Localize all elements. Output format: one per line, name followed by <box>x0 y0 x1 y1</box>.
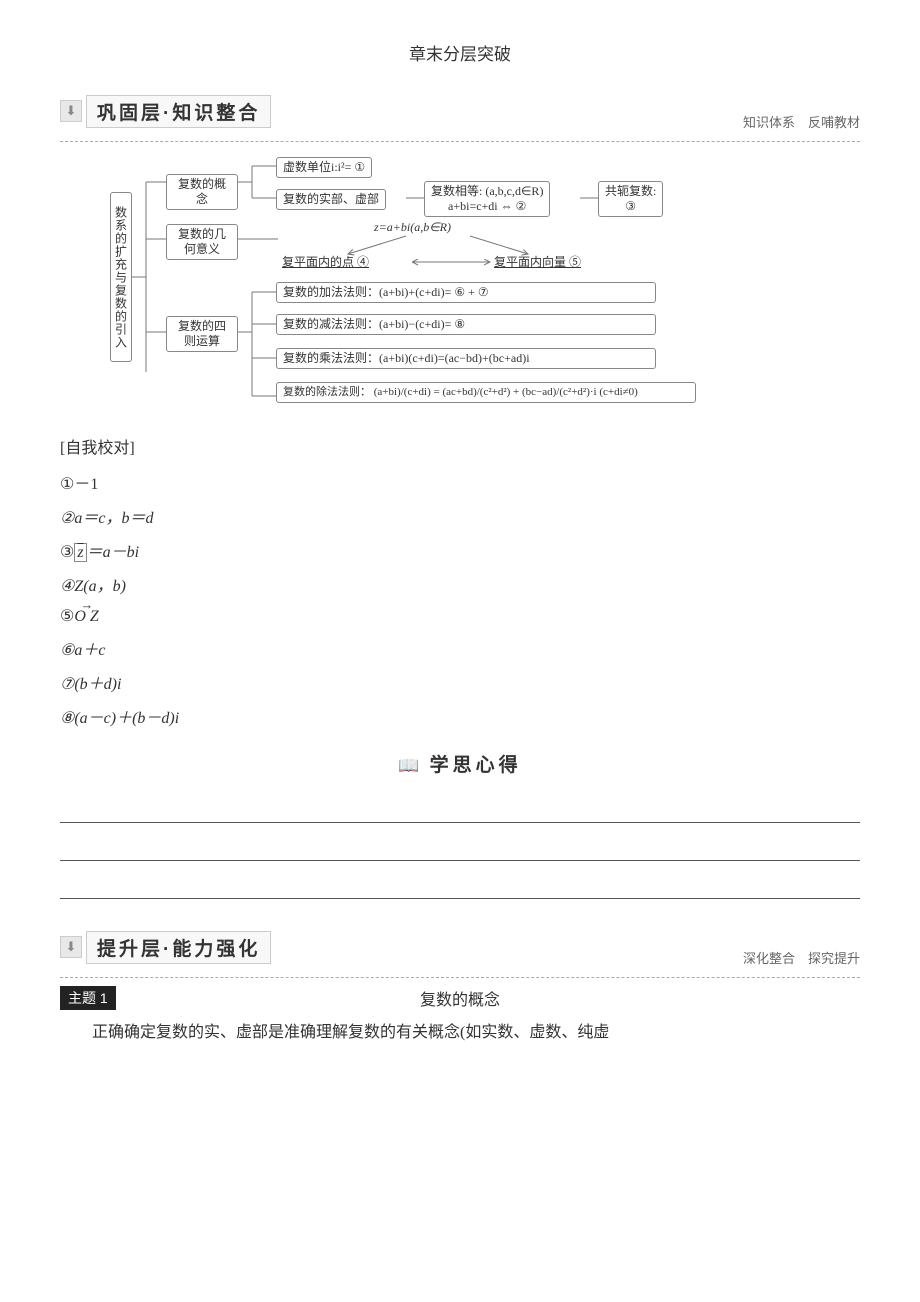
write-line-2 <box>60 831 860 861</box>
concept-diagram: 数系的扩充与复数的引入 复数的概念 复数的几 何意义 复数的四 则运算 虚数单位… <box>110 154 850 422</box>
write-line-1 <box>60 793 860 823</box>
check3-pre: ③ <box>60 544 74 561</box>
diagram-mid: z=a+bi(a,b∈R) <box>374 220 451 235</box>
diagram-node9: 复数的除法法则： (a+bi)/(c+di) = (ac+bd)/(c²+d²)… <box>276 382 696 403</box>
check5-pre: ⑤ <box>60 608 74 625</box>
check-item-4: ④Z(a，b) <box>60 572 860 596</box>
down-arrow-icon: ⬇ <box>60 936 82 958</box>
section1-header: ⬇ 巩固层·知识整合 知识体系 反哺教材 <box>60 95 860 137</box>
check-item-5: ⑤O Z <box>60 606 860 626</box>
down-arrow-icon: ⬇ <box>60 100 82 122</box>
check3-post: ＝a－bi <box>87 544 139 561</box>
divider <box>60 977 860 978</box>
section1-title: 巩固层·知识整合 <box>86 95 271 128</box>
check-item-2: ②a＝c，b＝d <box>60 504 860 528</box>
check-item-6: ⑥a＋c <box>60 636 860 660</box>
diagram-node5a: 复平面内的点 ④ <box>282 253 369 270</box>
check-item-7: ⑦(b＋d)i <box>60 670 860 694</box>
vector-oz: O Z <box>74 608 98 626</box>
diagram-node9-formula: (a+bi)/(c+di) = (ac+bd)/(c²+d²) + (bc−ad… <box>374 386 638 398</box>
topic1-badge: 主题 1 <box>60 986 116 1010</box>
write-line-3 <box>60 869 860 899</box>
book-icon: 📖 <box>398 756 419 775</box>
section2-title: 提升层·能力强化 <box>86 931 271 964</box>
diagram-node6: 复数的加法法则：(a+bi)+(c+di)= ⑥ + ⑦ <box>276 282 656 303</box>
diagram-node1: 虚数单位i:i²= ① <box>276 157 372 178</box>
diagram-node2: 复数的实部、虚部 <box>276 189 386 210</box>
topic1-body: 正确确定复数的实、虚部是准确理解复数的有关概念(如实数、虚数、纯虚 <box>60 1020 860 1046</box>
check-item-8-text: ⑧(a－c)＋(b－d)i <box>60 710 179 727</box>
self-check-header: [自我校对] <box>60 434 860 458</box>
diagram-branch3: 复数的四 则运算 <box>166 316 238 352</box>
page-title: 章末分层突破 <box>60 40 860 65</box>
check-item-8: ⑧(a－c)＋(b－d)i <box>60 704 860 728</box>
section2-header: ⬇ 提升层·能力强化 深化整合 探究提升 <box>60 931 860 973</box>
check-item-6-text: ⑥a＋c <box>60 642 105 659</box>
check-item-1: ①－1 <box>60 470 860 494</box>
check-item-3: ③z＝a－bi <box>60 538 860 562</box>
diagram-node5b: 复平面内向量 ⑤ <box>494 253 581 270</box>
diagram-branch1: 复数的概念 <box>166 174 238 210</box>
divider <box>60 141 860 142</box>
xuesi-label: 学思心得 <box>430 755 522 776</box>
check3-z: z <box>74 543 86 562</box>
topic1-title: 复数的概念 <box>420 986 500 1010</box>
topic1-row: 主题 1 复数的概念 <box>60 986 860 1010</box>
diagram-node7: 复数的减法法则：(a+bi)−(c+di)= ⑧ <box>276 314 656 335</box>
diagram-node3: 复数相等: (a,b,c,d∈R) a+bi=c+di ⇔ ② <box>424 181 550 217</box>
vec-o: O <box>74 608 86 625</box>
diagram-node9-label: 复数的除法法则： <box>283 386 371 398</box>
check-item-4-text: ④Z(a，b) <box>60 578 126 595</box>
vec-z: Z <box>90 608 99 625</box>
diagram-node8: 复数的乘法法则：(a+bi)(c+di)=(ac−bd)+(bc+ad)i <box>276 348 656 369</box>
diagram-node4: 共轭复数: ③ <box>598 181 663 217</box>
check-item-2-text: ②a＝c，b＝d <box>60 510 153 527</box>
xuesi-block: 📖 学思心得 <box>60 750 860 777</box>
section1-sublabel: 知识体系 反哺教材 <box>743 112 860 131</box>
check-item-7-text: ⑦(b＋d)i <box>60 676 121 693</box>
diagram-root: 数系的扩充与复数的引入 <box>110 192 132 362</box>
diagram-branch2: 复数的几 何意义 <box>166 224 238 260</box>
section2-sublabel: 深化整合 探究提升 <box>743 948 860 967</box>
